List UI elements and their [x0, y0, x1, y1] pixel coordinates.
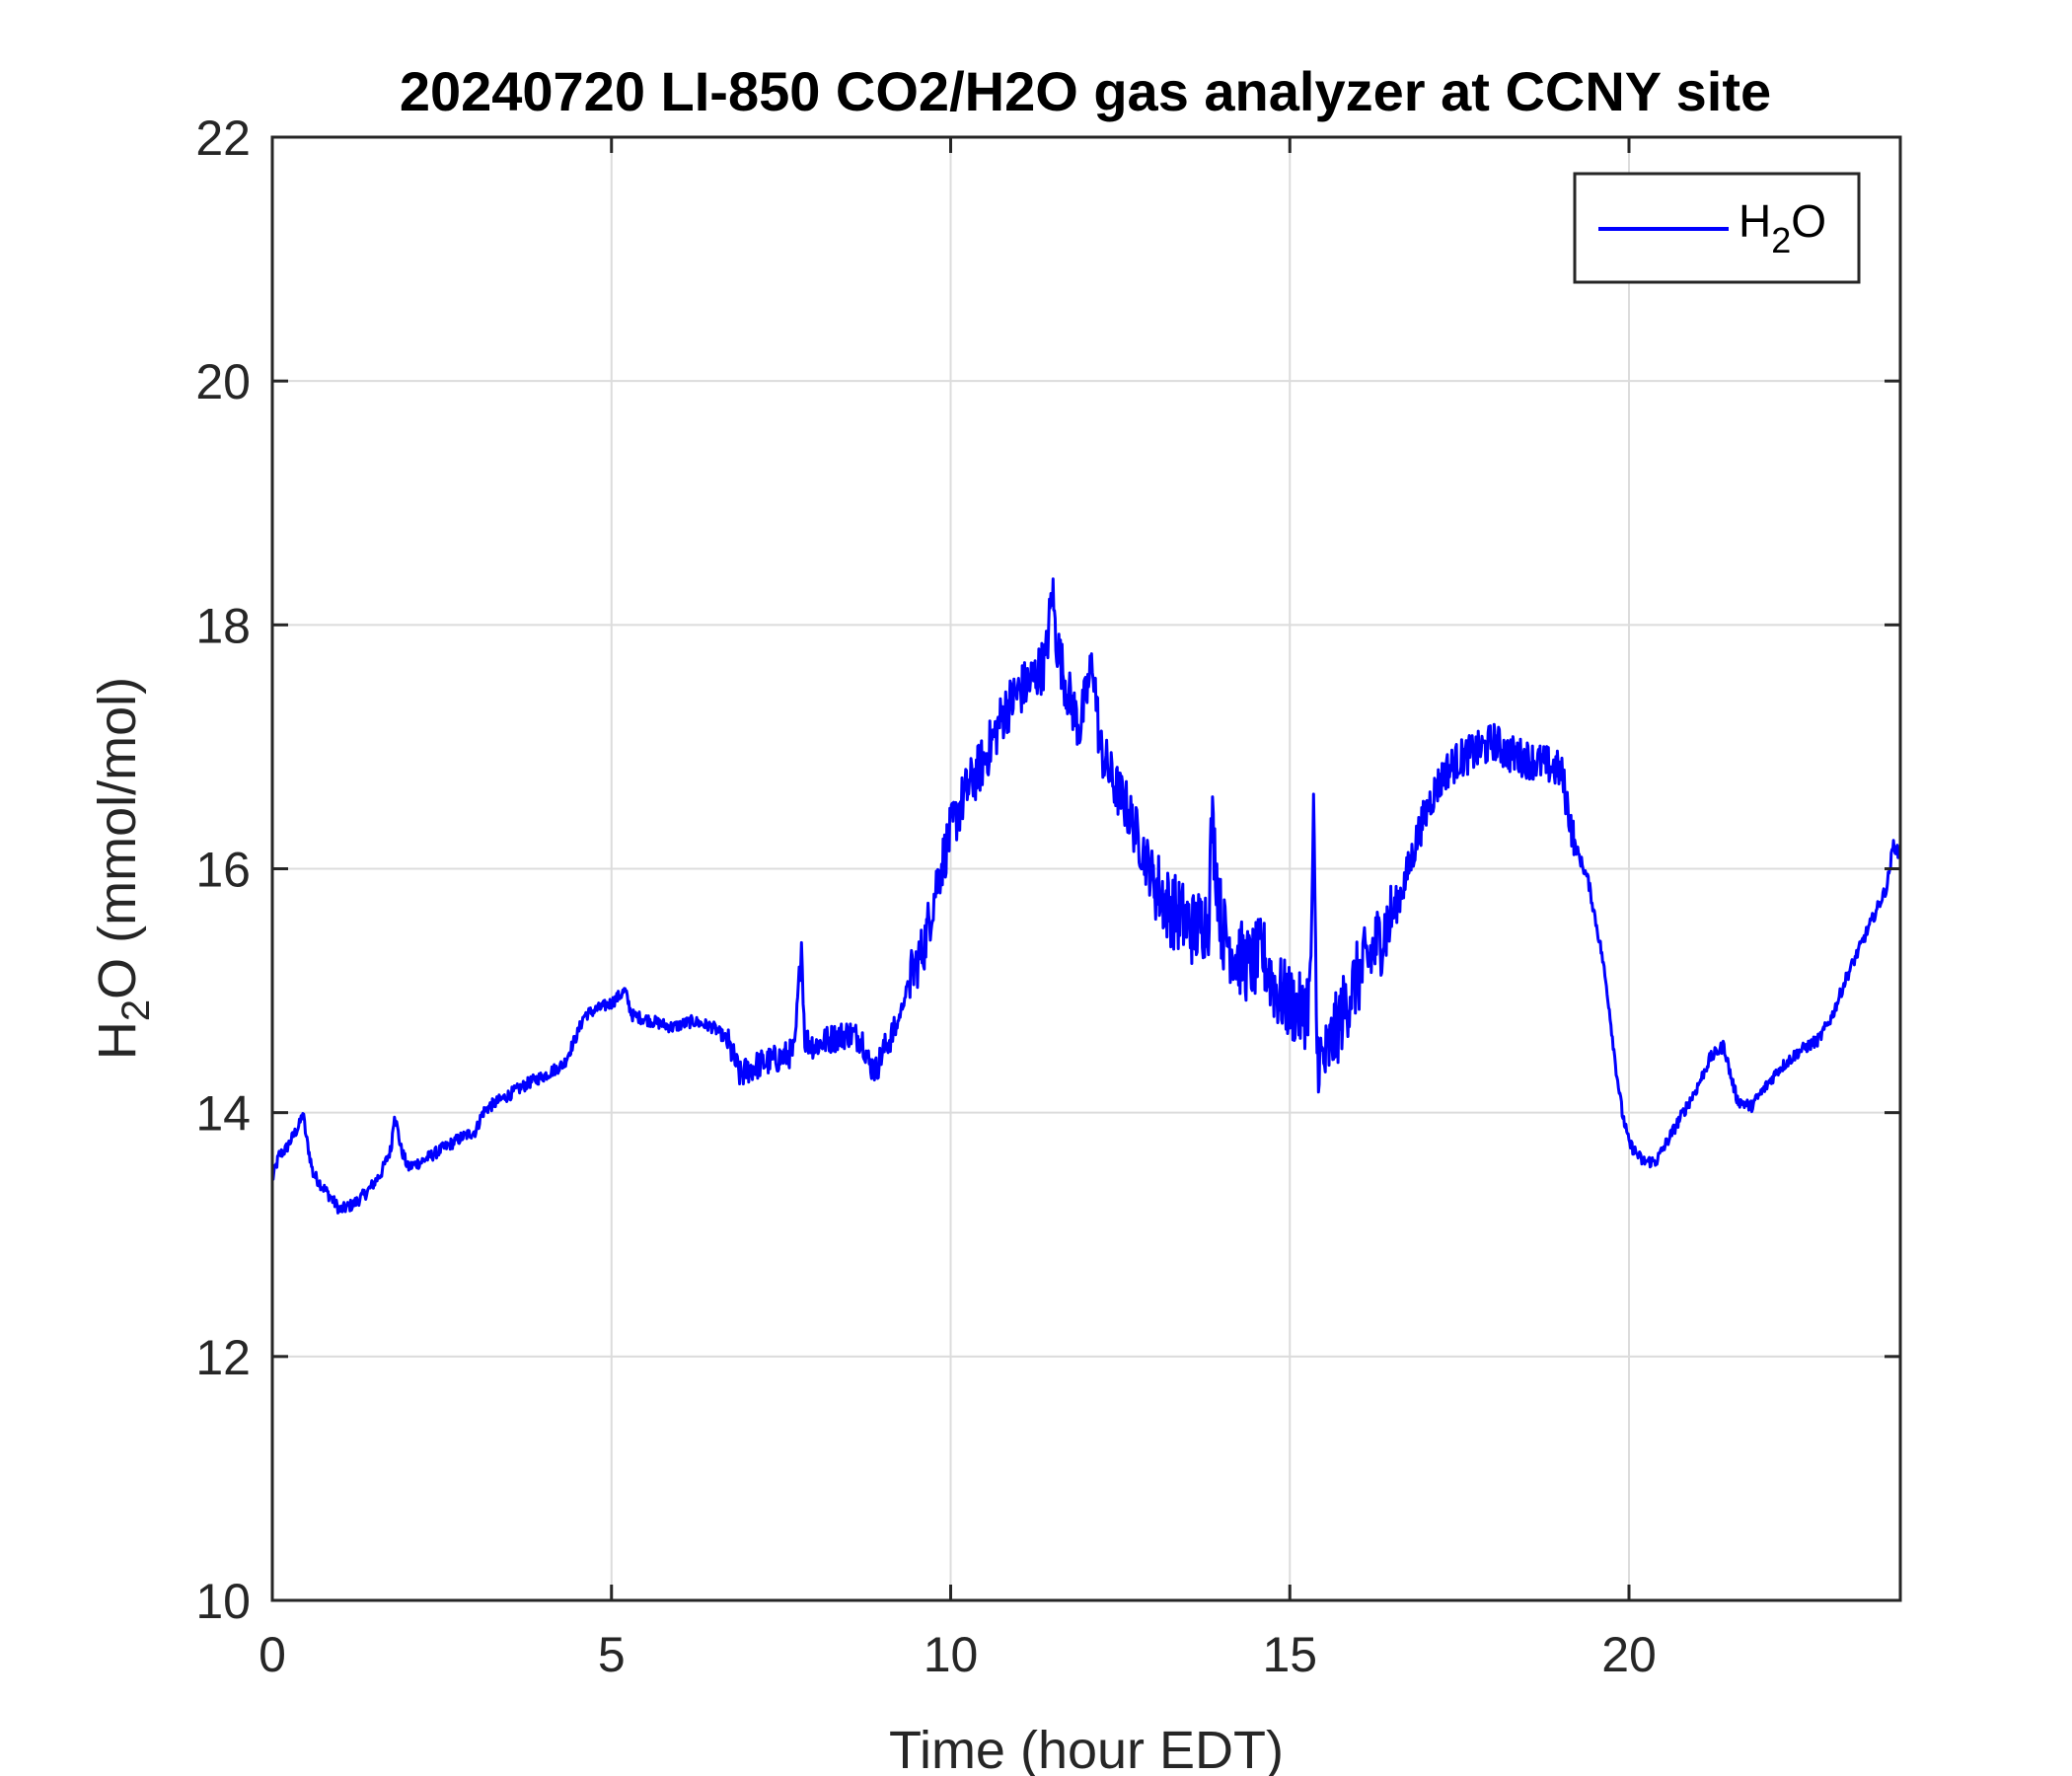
legend: H2O [1573, 172, 1861, 284]
chart-title: 20240720 LI-850 CO2/H2O gas analyzer at … [400, 60, 1771, 122]
y-axis-label: H2O (mmol/mol) [88, 677, 158, 1060]
y-tick-label: 16 [195, 843, 251, 898]
x-axis-label: Time (hour EDT) [889, 1721, 1284, 1776]
series-layer [270, 577, 1902, 1215]
legend-label-h2o: H2O [1739, 195, 1826, 260]
x-tick-label: 10 [924, 1627, 979, 1682]
y-tick-label: 20 [195, 354, 251, 409]
x-tick-label: 15 [1262, 1627, 1317, 1682]
y-axis-label-rest: O (mmol/mol) [88, 677, 147, 999]
y-tick-label: 22 [195, 111, 251, 166]
y-axis-label-subscript: 2 [114, 999, 158, 1021]
y-tick-label: 14 [195, 1086, 251, 1142]
tick-label-layer: 0 5 10 15 20 10 12 14 16 18 20 22 [195, 111, 1656, 1682]
tick-layer [270, 135, 1900, 1602]
legend-label-rest: O [1791, 195, 1826, 247]
legend-label-main: H [1739, 195, 1771, 247]
x-tick-label: 5 [598, 1627, 626, 1682]
y-tick-label: 12 [195, 1330, 251, 1385]
series-line-h2o [270, 577, 1902, 1215]
legend-label-subscript: 2 [1771, 220, 1791, 260]
y-tick-label: 10 [195, 1574, 251, 1629]
x-tick-label: 20 [1601, 1627, 1657, 1682]
y-axis-label-main: H [88, 1021, 147, 1060]
x-tick-label: 0 [259, 1627, 286, 1682]
y-tick-label: 18 [195, 598, 251, 653]
grid-layer [272, 137, 1900, 1600]
